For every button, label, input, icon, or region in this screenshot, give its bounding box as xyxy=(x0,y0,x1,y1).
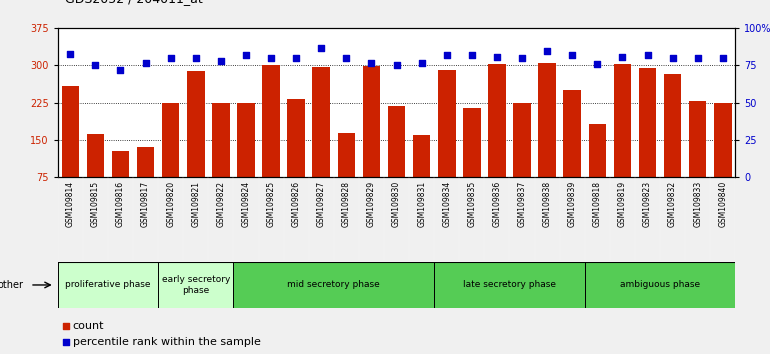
Bar xyxy=(413,135,430,214)
Text: GSM109814: GSM109814 xyxy=(65,181,75,227)
Point xyxy=(60,323,72,329)
Point xyxy=(340,55,353,61)
Text: GSM109820: GSM109820 xyxy=(166,181,176,227)
Bar xyxy=(237,103,255,214)
Bar xyxy=(112,151,129,214)
Point xyxy=(390,63,403,68)
Bar xyxy=(664,74,681,214)
Bar xyxy=(639,68,656,214)
Point xyxy=(265,55,277,61)
Point xyxy=(591,61,604,67)
Point xyxy=(215,58,227,64)
Text: GSM109832: GSM109832 xyxy=(668,181,677,227)
Bar xyxy=(614,63,631,214)
Point xyxy=(64,51,76,56)
Bar xyxy=(137,147,154,214)
Bar xyxy=(488,63,506,214)
Point xyxy=(616,54,628,59)
Text: GSM109839: GSM109839 xyxy=(567,181,577,227)
Bar xyxy=(337,133,355,214)
Point xyxy=(189,55,202,61)
Text: GSM109821: GSM109821 xyxy=(191,181,200,227)
Text: proliferative phase: proliferative phase xyxy=(65,280,151,290)
Point xyxy=(717,55,729,61)
Text: GSM109816: GSM109816 xyxy=(116,181,125,227)
Point xyxy=(165,55,177,61)
Text: GSM109822: GSM109822 xyxy=(216,181,226,227)
Bar xyxy=(287,99,305,214)
Point xyxy=(691,55,704,61)
Text: GSM109838: GSM109838 xyxy=(543,181,551,227)
Text: GSM109827: GSM109827 xyxy=(316,181,326,227)
Bar xyxy=(584,262,735,308)
Text: GSM109825: GSM109825 xyxy=(266,181,276,227)
Point xyxy=(416,60,428,65)
Text: GSM109826: GSM109826 xyxy=(292,181,300,227)
Text: count: count xyxy=(72,321,104,331)
Bar xyxy=(689,101,707,214)
Point xyxy=(466,52,478,58)
Bar xyxy=(187,72,205,214)
Bar xyxy=(212,103,229,214)
Bar xyxy=(714,103,732,214)
Text: GSM109828: GSM109828 xyxy=(342,181,351,227)
Bar xyxy=(162,103,179,214)
Text: GSM109837: GSM109837 xyxy=(517,181,527,227)
Bar xyxy=(86,134,104,214)
Text: percentile rank within the sample: percentile rank within the sample xyxy=(72,337,260,347)
Bar xyxy=(438,70,456,214)
Text: GSM109830: GSM109830 xyxy=(392,181,401,227)
Text: GSM109835: GSM109835 xyxy=(467,181,477,227)
Text: GSM109823: GSM109823 xyxy=(643,181,652,227)
Bar xyxy=(388,106,405,214)
Bar xyxy=(233,262,434,308)
Bar xyxy=(158,262,233,308)
Text: GSM109817: GSM109817 xyxy=(141,181,150,227)
Text: early secretory
phase: early secretory phase xyxy=(162,275,230,295)
Point xyxy=(239,52,252,58)
Point xyxy=(60,339,72,344)
Point xyxy=(139,60,152,65)
Text: other: other xyxy=(0,280,23,290)
Bar xyxy=(58,262,158,308)
Text: GSM109818: GSM109818 xyxy=(593,181,602,227)
Point xyxy=(315,45,327,51)
Bar xyxy=(564,90,581,214)
Bar xyxy=(588,124,606,214)
Text: GSM109829: GSM109829 xyxy=(367,181,376,227)
Point xyxy=(667,55,679,61)
Text: GSM109831: GSM109831 xyxy=(417,181,426,227)
Point xyxy=(114,67,126,73)
Point xyxy=(490,54,503,59)
Text: GSM109824: GSM109824 xyxy=(242,181,250,227)
Bar xyxy=(363,66,380,214)
Bar xyxy=(62,86,79,214)
Text: GSM109833: GSM109833 xyxy=(693,181,702,227)
Bar xyxy=(263,65,280,214)
Text: ambiguous phase: ambiguous phase xyxy=(620,280,700,290)
Point xyxy=(516,55,528,61)
Text: GSM109815: GSM109815 xyxy=(91,181,100,227)
Text: GDS2052 / 204011_at: GDS2052 / 204011_at xyxy=(65,0,203,5)
Bar xyxy=(434,262,584,308)
Bar xyxy=(538,63,556,214)
Bar xyxy=(463,108,480,214)
Point xyxy=(440,52,453,58)
Bar xyxy=(313,67,330,214)
Text: mid secretory phase: mid secretory phase xyxy=(287,280,380,290)
Point xyxy=(89,63,102,68)
Text: GSM109819: GSM109819 xyxy=(618,181,627,227)
Text: GSM109836: GSM109836 xyxy=(493,181,501,227)
Point xyxy=(641,52,654,58)
Point xyxy=(290,55,303,61)
Point xyxy=(566,52,578,58)
Point xyxy=(541,48,554,53)
Bar xyxy=(514,103,531,214)
Point xyxy=(365,60,377,65)
Text: GSM109840: GSM109840 xyxy=(718,181,728,227)
Text: late secretory phase: late secretory phase xyxy=(463,280,556,290)
Text: GSM109834: GSM109834 xyxy=(442,181,451,227)
